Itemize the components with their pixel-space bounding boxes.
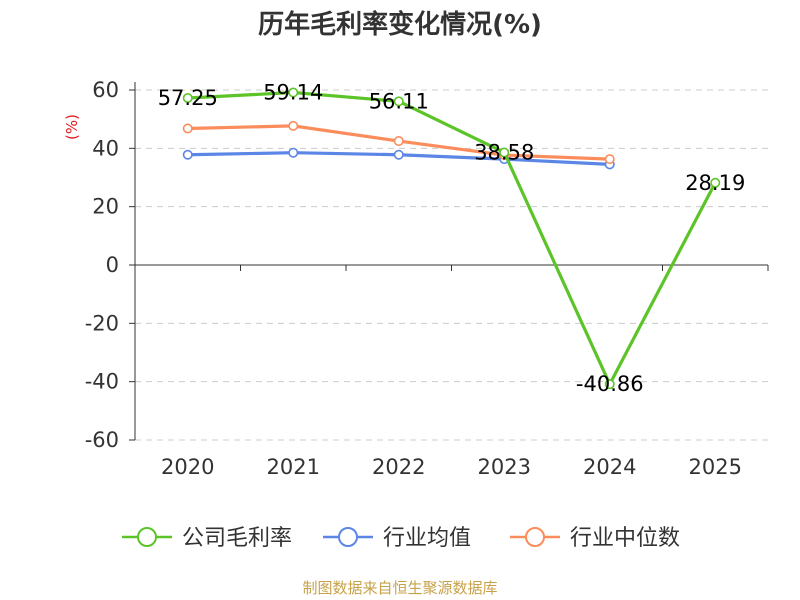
data-labels: 57.25 59.14 56.11 38.58 -40.86 28.19 <box>158 81 746 397</box>
data-label: 59.14 <box>263 81 323 105</box>
series-point <box>604 379 615 390</box>
source-note: 制图数据来自恒生聚源数据库 <box>302 579 497 597</box>
y-tick-labels: 60 40 20 0 -20 -40 -60 <box>85 78 119 452</box>
chart-title: 历年毛利率变化情况(%) <box>258 9 542 40</box>
series-point <box>182 123 193 134</box>
x-tick-labels: 2020 2021 2022 2023 2024 2025 <box>161 455 742 479</box>
series-point <box>182 149 193 160</box>
series-point <box>288 87 299 98</box>
data-label: 56.11 <box>369 89 429 113</box>
series-point <box>499 147 510 158</box>
y-tick-label: 60 <box>92 78 119 102</box>
data-label: 28.19 <box>685 171 745 195</box>
series-point <box>182 93 193 104</box>
series-point <box>393 149 404 160</box>
data-label: -40.86 <box>576 372 644 396</box>
series-point <box>393 96 404 107</box>
legend-label: 行业均值 <box>383 526 471 551</box>
series-group <box>182 87 721 390</box>
y-tick-label: 20 <box>92 195 119 219</box>
series-point <box>288 120 299 131</box>
x-tick-label: 2024 <box>583 455 636 479</box>
y-axis-label: (%) <box>63 114 81 140</box>
x-tick-label: 2021 <box>267 455 320 479</box>
series-point <box>710 177 721 188</box>
legend-label: 公司毛利率 <box>182 526 292 551</box>
series-point <box>604 154 615 165</box>
y-tick-label: -60 <box>85 428 119 452</box>
x-tick-label: 2023 <box>478 455 531 479</box>
x-tick-label: 2022 <box>372 455 425 479</box>
x-tick-label: 2020 <box>161 455 214 479</box>
legend-swatch-marker <box>137 527 157 547</box>
data-label: 38.58 <box>474 140 534 164</box>
y-tick-label: -40 <box>85 370 119 394</box>
grid-lines <box>129 89 768 441</box>
legend-swatch-marker <box>338 527 358 547</box>
series-line <box>187 90 717 386</box>
legend-swatch-marker <box>525 527 545 547</box>
y-tick-label: -20 <box>85 311 119 335</box>
legend: 公司毛利率 行业均值 行业中位数 <box>122 526 680 551</box>
y-tick-label: 0 <box>106 253 119 277</box>
series-point <box>288 147 299 158</box>
series-point <box>393 136 404 147</box>
x-tick-label: 2025 <box>689 455 742 479</box>
data-label: 57.25 <box>158 86 218 110</box>
y-tick-label: 40 <box>92 136 119 160</box>
legend-label: 行业中位数 <box>570 526 680 551</box>
